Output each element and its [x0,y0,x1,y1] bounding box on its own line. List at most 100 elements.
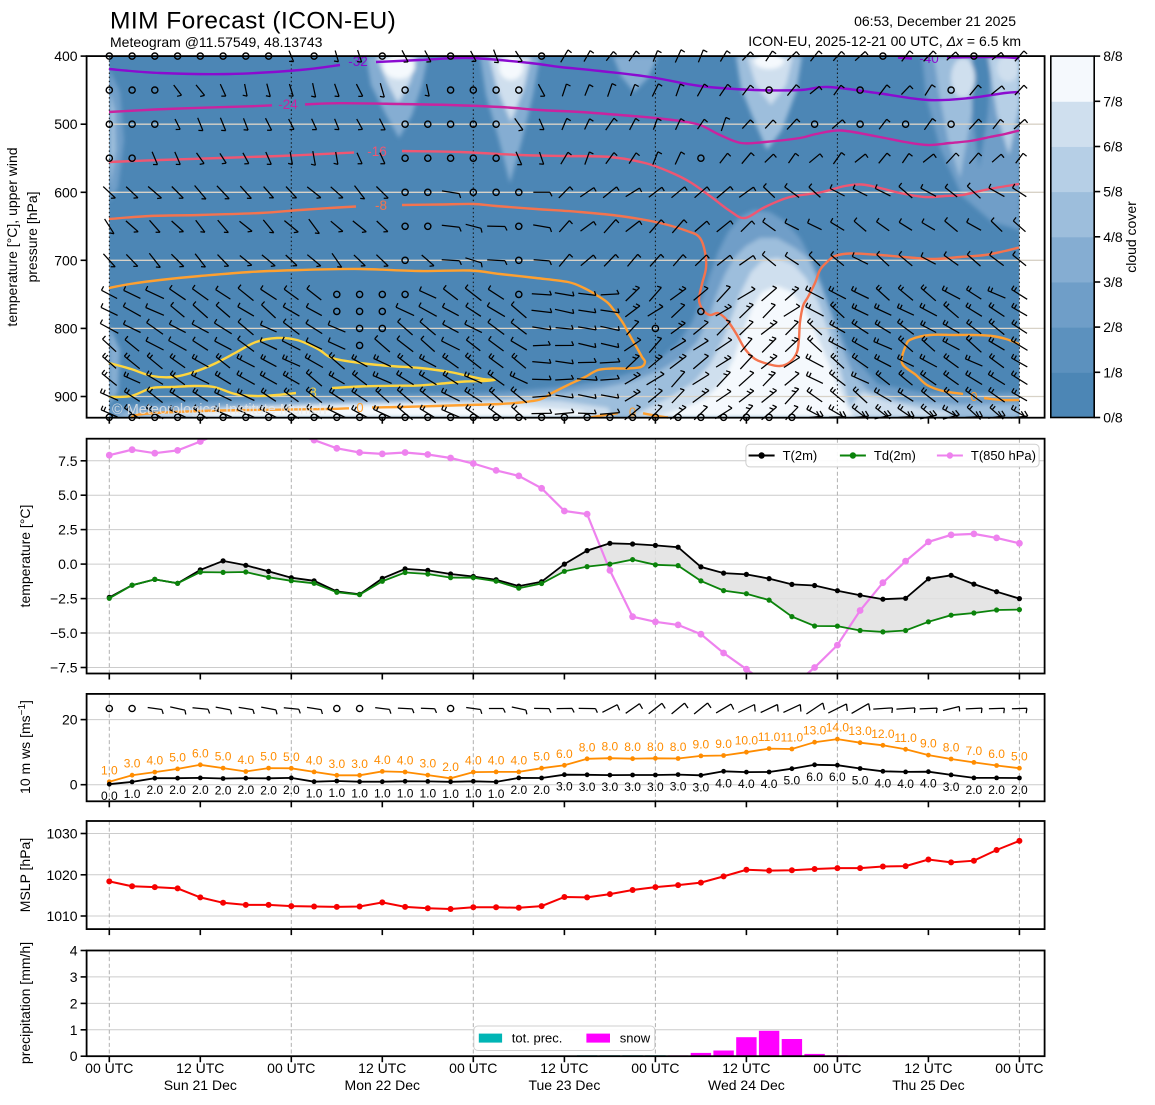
svg-text:20: 20 [62,712,78,728]
svg-text:0: 0 [70,1048,78,1064]
svg-text:700: 700 [54,252,78,268]
svg-text:6.0: 6.0 [988,747,1005,761]
svg-text:8.0: 8.0 [624,740,641,754]
svg-text:8.0: 8.0 [670,740,687,754]
svg-text:0/8: 0/8 [1103,410,1123,426]
svg-text:600: 600 [54,184,78,200]
svg-text:Wed 24 Dec: Wed 24 Dec [708,1077,785,1093]
svg-text:9.0: 9.0 [693,737,710,751]
svg-text:00 UTC: 00 UTC [449,1060,497,1076]
svg-text:4.0: 4.0 [488,753,505,767]
svg-text:4.0: 4.0 [465,754,482,768]
svg-text:3.0: 3.0 [328,757,345,771]
svg-text:1.0: 1.0 [488,787,505,801]
svg-text:4.0: 4.0 [397,754,414,768]
svg-text:2.0: 2.0 [215,784,232,798]
svg-text:MSLP [hPa]: MSLP [hPa] [17,838,33,912]
svg-text:3: 3 [70,969,78,985]
svg-text:3.0: 3.0 [602,780,619,794]
svg-text:500: 500 [54,116,78,132]
svg-text:2.0: 2.0 [169,783,186,797]
svg-text:3.0: 3.0 [579,780,596,794]
svg-text:1.0: 1.0 [374,787,391,801]
svg-text:1: 1 [70,1022,78,1038]
svg-text:2: 2 [70,995,78,1011]
svg-text:3.0: 3.0 [419,757,436,771]
svg-text:00 UTC: 00 UTC [995,1060,1043,1076]
svg-text:1.0: 1.0 [397,786,414,800]
svg-text:5.0: 5.0 [169,750,186,764]
svg-text:1.0: 1.0 [306,787,323,801]
svg-text:4.0: 4.0 [374,753,391,767]
svg-text:00 UTC: 00 UTC [267,1060,315,1076]
svg-text:pressure [hPa]: pressure [hPa] [24,191,40,282]
svg-text:3.0: 3.0 [647,780,664,794]
svg-text:−2.5: −2.5 [50,591,78,607]
svg-text:snow: snow [620,1031,651,1046]
svg-text:2.0: 2.0 [1011,783,1028,797]
svg-text:6/8: 6/8 [1103,139,1123,155]
svg-text:4.0: 4.0 [146,754,163,768]
svg-text:4.0: 4.0 [761,777,778,791]
svg-text:tot. prec.: tot. prec. [512,1031,563,1046]
svg-text:MIM Forecast (ICON-EU): MIM Forecast (ICON-EU) [110,8,396,35]
svg-text:13.0: 13.0 [848,724,872,738]
svg-text:Td(2m): Td(2m) [874,448,916,463]
svg-text:Thu 25 Dec: Thu 25 Dec [892,1077,964,1093]
svg-text:12 UTC: 12 UTC [176,1060,224,1076]
svg-text:00 UTC: 00 UTC [813,1060,861,1076]
svg-text:6.0: 6.0 [192,746,209,760]
svg-text:11.0: 11.0 [781,731,804,745]
svg-text:06:53, December 21 2025: 06:53, December 21 2025 [854,13,1016,29]
svg-text:3.0: 3.0 [624,780,641,794]
svg-text:Meteogram @11.57549, 48.13743: Meteogram @11.57549, 48.13743 [110,34,323,50]
svg-text:1.0: 1.0 [328,786,345,800]
svg-text:5.0: 5.0 [215,750,232,764]
svg-text:9.0: 9.0 [715,737,732,751]
svg-text:0: 0 [70,777,78,793]
svg-text:5/8: 5/8 [1103,184,1123,200]
svg-text:1.0: 1.0 [124,787,141,801]
svg-text:8.0: 8.0 [943,741,960,755]
svg-text:4.0: 4.0 [306,753,323,767]
svg-text:1010: 1010 [46,908,77,924]
svg-text:2.0: 2.0 [510,783,527,797]
svg-text:8: 8 [309,385,317,400]
svg-text:5.0: 5.0 [852,774,869,788]
svg-text:4.0: 4.0 [237,753,254,767]
svg-text:1030: 1030 [46,826,77,842]
svg-text:5.0: 5.0 [1011,750,1028,764]
svg-text:1020: 1020 [46,867,77,883]
svg-text:© Meteorological Institute Mun: © Meteorological Institute Munich [112,402,327,418]
svg-text:precipitation [mm/h]: precipitation [mm/h] [17,942,33,1064]
svg-text:7.5: 7.5 [58,453,78,469]
svg-text:1.0: 1.0 [351,787,368,801]
svg-text:3.0: 3.0 [351,757,368,771]
svg-text:3.0: 3.0 [670,780,687,794]
svg-text:12.0: 12.0 [871,727,895,741]
svg-text:2.0: 2.0 [966,783,983,797]
svg-text:0: 0 [356,400,363,415]
svg-text:4: 4 [70,943,78,959]
svg-text:5.0: 5.0 [58,487,78,503]
svg-text:8/8: 8/8 [1103,48,1123,64]
svg-text:2.0: 2.0 [192,783,209,797]
svg-text:Tue 23 Dec: Tue 23 Dec [528,1077,600,1093]
svg-text:2.5: 2.5 [58,522,78,538]
svg-text:4.0: 4.0 [738,777,755,791]
svg-text:11.0: 11.0 [758,730,781,744]
svg-text:−5.0: −5.0 [50,625,78,641]
svg-text:800: 800 [54,320,78,336]
svg-text:4.0: 4.0 [875,776,892,790]
svg-text:5.0: 5.0 [283,750,300,764]
svg-text:12 UTC: 12 UTC [904,1060,952,1076]
svg-text:-16: -16 [367,144,387,159]
svg-text:9.0: 9.0 [920,737,937,751]
svg-text:2.0: 2.0 [533,783,550,797]
svg-text:cloud cover: cloud cover [1123,201,1139,273]
svg-text:4.0: 4.0 [510,753,527,767]
svg-text:900: 900 [54,389,78,405]
svg-text:2.0: 2.0 [260,783,277,797]
svg-text:6.0: 6.0 [806,770,823,784]
svg-text:8.0: 8.0 [647,740,664,754]
